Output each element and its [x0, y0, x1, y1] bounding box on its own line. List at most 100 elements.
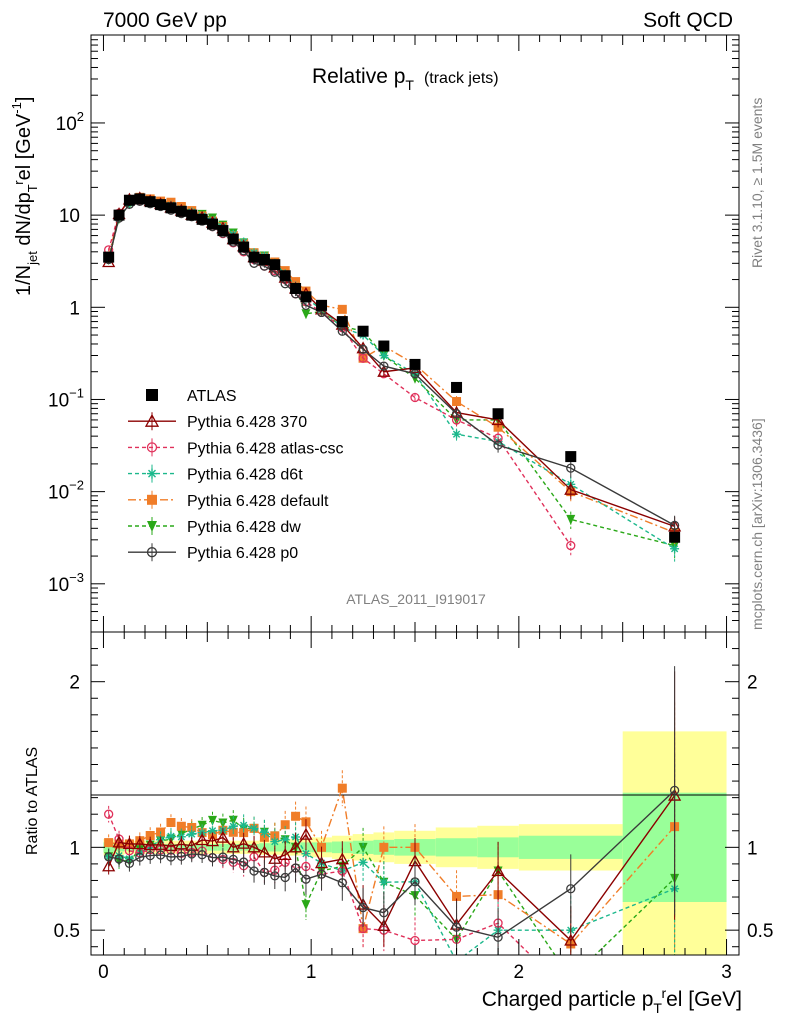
top-y-axis-label: 1/Njet dN/dpTrel [GeV-1] [9, 97, 40, 296]
legend-label: ATLAS [187, 388, 237, 405]
data-point [301, 900, 311, 911]
data-point [358, 353, 368, 363]
data-point [300, 291, 312, 303]
data-point [239, 828, 249, 838]
data-point [378, 340, 390, 352]
data-point [134, 193, 146, 205]
top-y-tick-label: 1 [69, 298, 80, 319]
data-point [452, 429, 462, 439]
data-point [122, 837, 137, 850]
legend-item-6: Pythia 6.428 p0 [128, 543, 298, 562]
data-point [102, 859, 116, 872]
data-point [187, 829, 197, 839]
data-point [207, 218, 218, 230]
data-point [112, 835, 126, 848]
data-point [144, 196, 156, 208]
data-point [279, 270, 291, 282]
top-panel: 10−3 10−2 10−1 1 10 102 Relative pT (track jet… [9, 34, 740, 633]
chart-title-extra: (track jets) [424, 70, 499, 87]
data-point [147, 494, 157, 505]
data-point [290, 863, 301, 873]
series-line [108, 198, 675, 547]
data-point [670, 544, 680, 554]
data-point [566, 463, 576, 473]
ratio-y-tick-label-right: 0.5 [747, 921, 773, 942]
ratio-y-axis-label: Ratio to ATLAS [24, 747, 41, 855]
data-point [239, 820, 249, 830]
top-axes [91, 34, 739, 633]
data-point [409, 358, 421, 370]
data-point [452, 891, 462, 901]
data-point [278, 848, 292, 861]
data-point [165, 202, 177, 214]
data-point [491, 413, 505, 426]
ratio-series-5 [104, 754, 680, 984]
ratio-series-6 [104, 666, 680, 955]
data-point [379, 842, 389, 852]
data-point [124, 858, 135, 868]
data-point [452, 397, 462, 407]
series-atlas [103, 193, 681, 543]
bottom-tick-labels: 0.5 0.5 1 1 2 2 0 1 2 3 [54, 673, 774, 983]
ratio-y-tick-label: 1 [69, 838, 80, 859]
data-point [669, 520, 680, 531]
header-right: Soft QCD [643, 9, 733, 32]
data-point [358, 344, 368, 354]
data-point [104, 852, 114, 862]
data-point [205, 834, 220, 847]
data-point [259, 827, 269, 837]
data-point [208, 815, 217, 826]
data-point [357, 325, 369, 337]
legend-label: Pythia 6.428 atlas-csc [187, 440, 344, 457]
data-point [249, 866, 259, 876]
data-point [451, 409, 462, 419]
top-frame [90, 34, 740, 633]
data-point [227, 233, 239, 245]
data-point [196, 213, 208, 225]
data-point [316, 869, 327, 879]
data-point [147, 468, 157, 479]
data-point [187, 849, 197, 859]
data-point [336, 316, 348, 328]
data-point [146, 547, 158, 558]
x-tick-label: 1 [306, 962, 317, 983]
data-point [186, 209, 198, 221]
ratio-y-tick-label: 0.5 [54, 921, 80, 942]
data-point [410, 392, 420, 403]
data-point [135, 852, 145, 862]
x-axis-label: Charged particle pTrel [GeV] [482, 985, 742, 1016]
chart-title-main: Relative p [312, 65, 405, 88]
legend-item-0: ATLAS [146, 388, 237, 405]
data-point [104, 838, 114, 848]
legend-label: Pythia 6.428 370 [187, 414, 307, 431]
data-point [217, 225, 229, 237]
ratio-series-layer [102, 666, 682, 984]
data-point [155, 850, 166, 860]
top-y-tick-label: 10−1 [48, 385, 84, 411]
ratio-y-tick-label-right: 1 [747, 838, 758, 859]
data-point [114, 854, 124, 864]
x-tick-label: 0 [98, 962, 109, 983]
data-point [147, 521, 157, 532]
ratio-y-tick-label: 2 [69, 673, 80, 694]
data-point [237, 836, 251, 849]
data-point [123, 194, 135, 206]
legend-label: Pythia 6.428 p0 [187, 545, 298, 562]
data-point [566, 974, 575, 984]
data-point [379, 908, 389, 918]
data-point [337, 878, 347, 888]
ratio-line [108, 813, 532, 955]
data-point [564, 482, 578, 495]
data-point [145, 831, 155, 841]
data-point [335, 852, 349, 865]
data-point [280, 872, 290, 883]
data-point [258, 254, 270, 266]
analysis-id: ATLAS_2011_I919017 [346, 591, 486, 607]
data-point [337, 783, 347, 793]
series-line [108, 199, 675, 550]
data-point [358, 857, 368, 867]
legend-label: Pythia 6.428 d6t [187, 467, 303, 484]
data-point [410, 877, 420, 887]
series-2 [104, 195, 576, 556]
top-y-tick-label: 102 [56, 109, 84, 135]
